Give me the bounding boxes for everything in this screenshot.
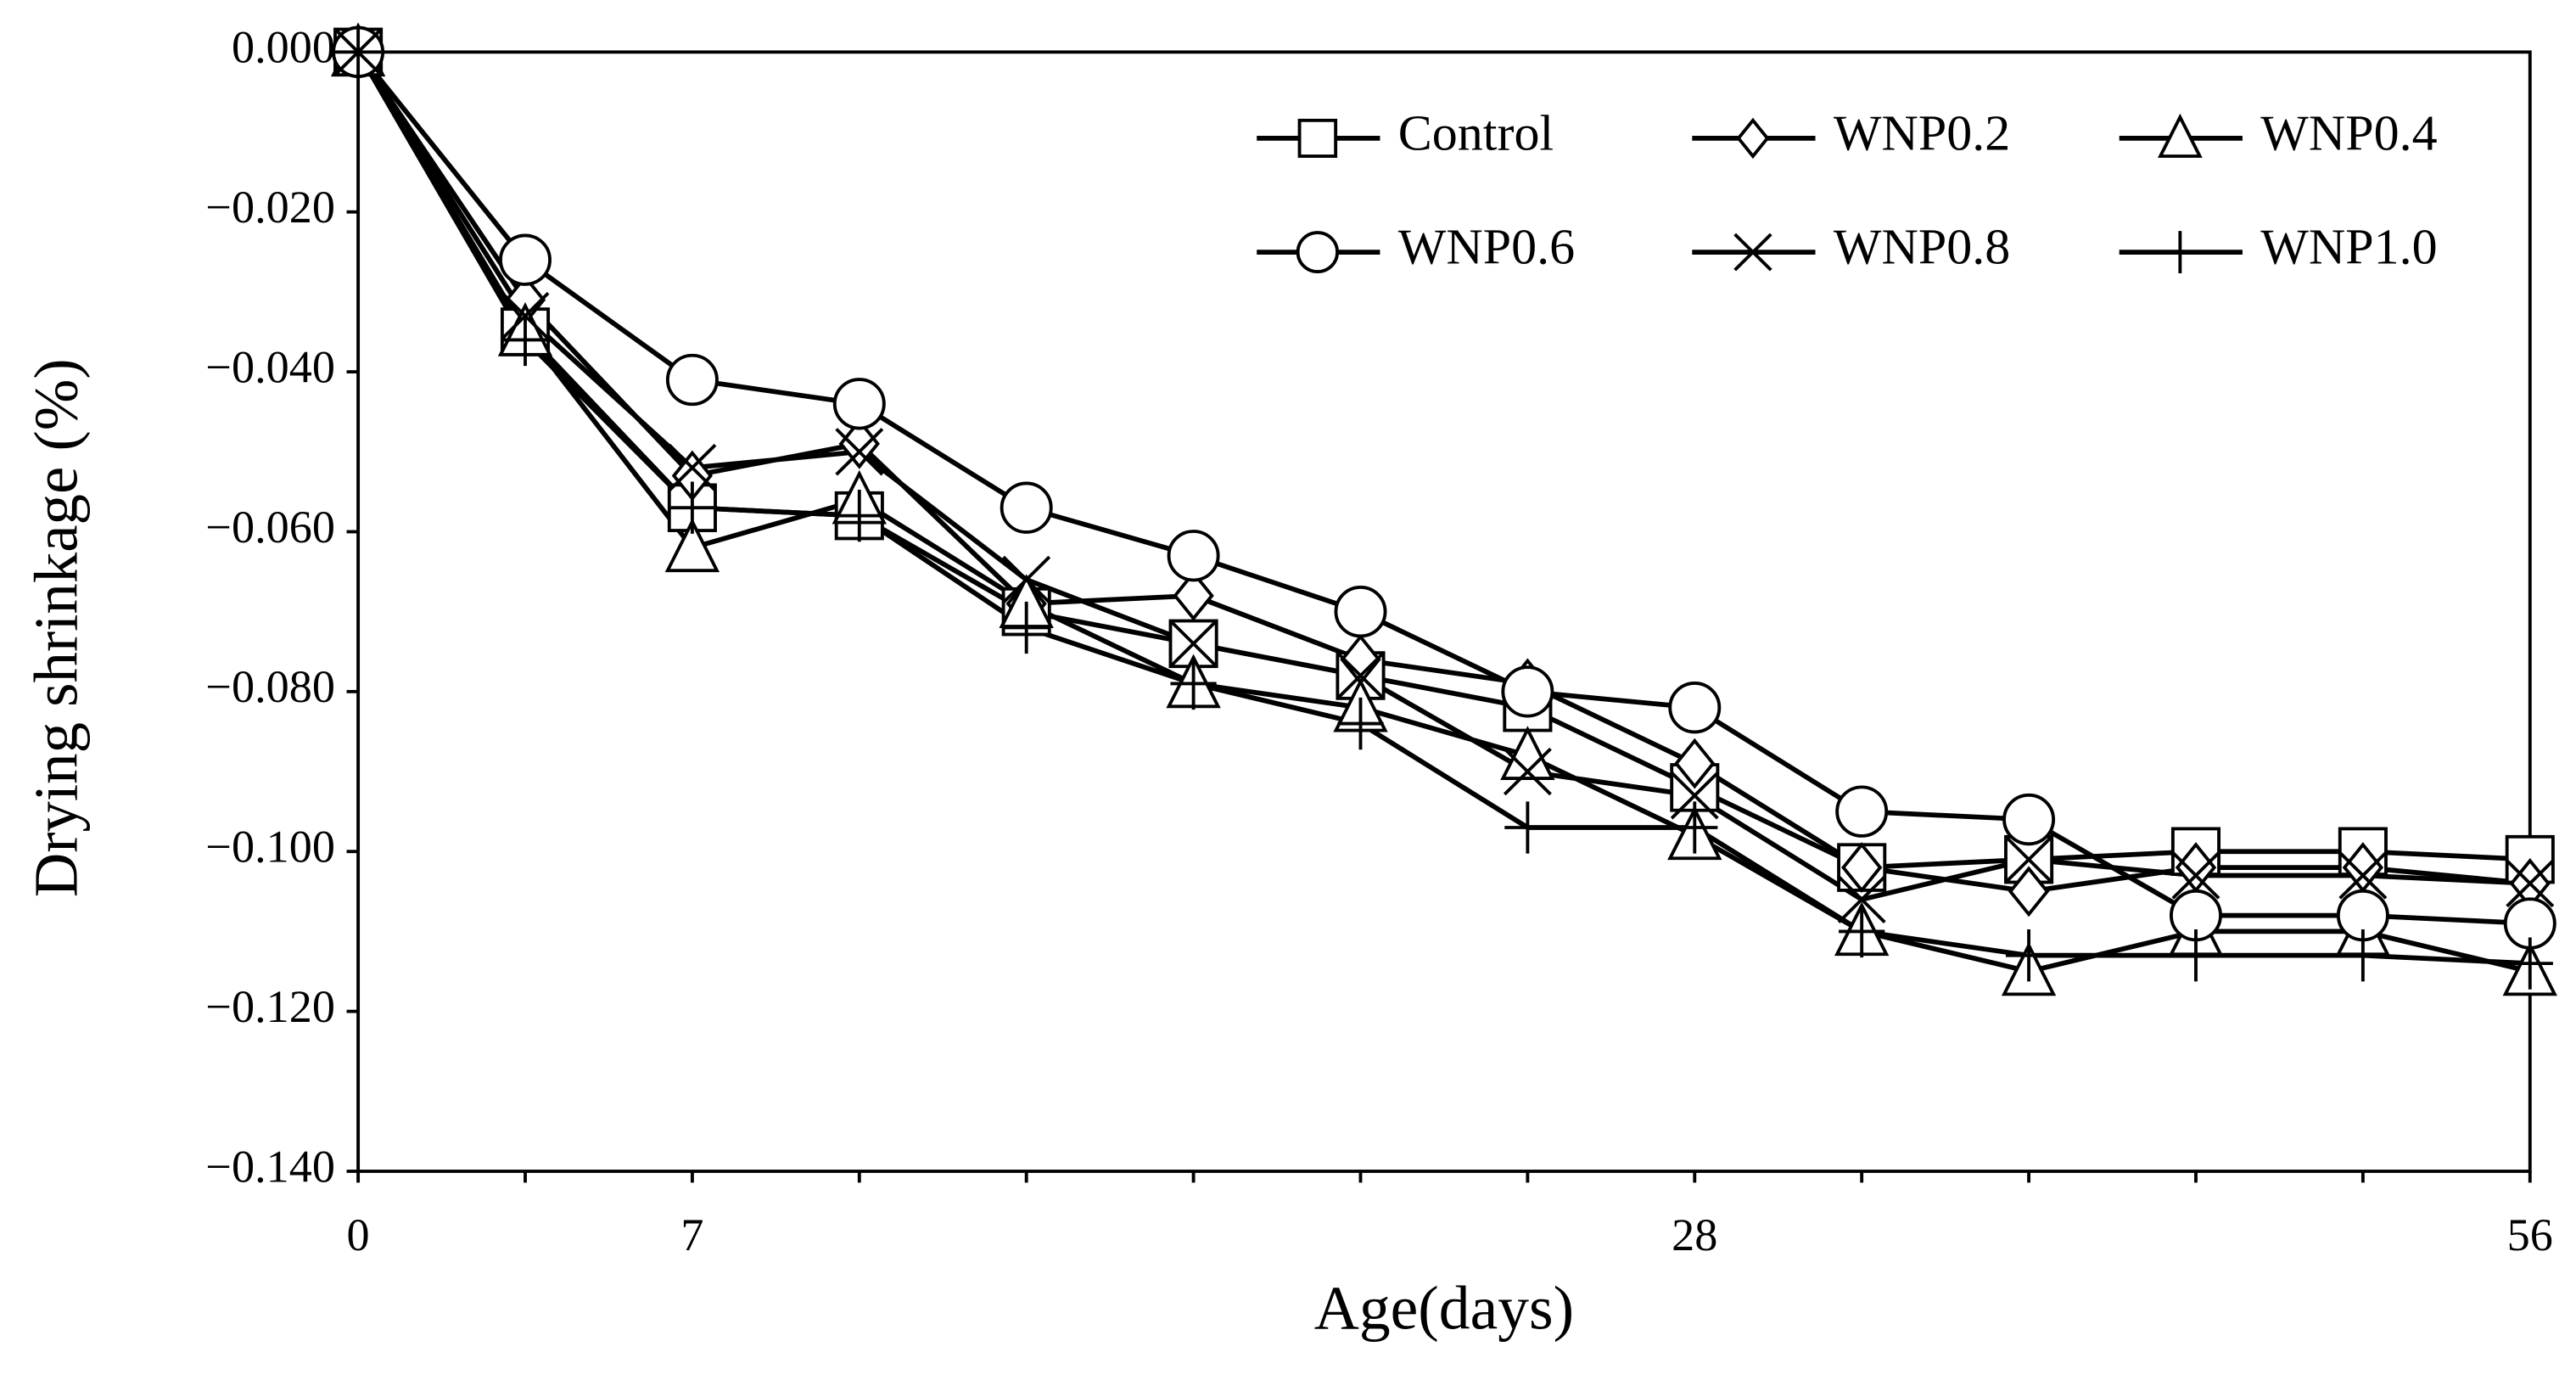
y-tick-label: −0.080 [205,661,335,712]
marker [1336,651,1385,700]
marker [1334,586,1387,638]
marker [2008,866,2050,917]
x-axis-label: Age(days) [1314,1274,1574,1343]
marker [1000,481,1053,534]
x-tick-label: 56 [2507,1209,2553,1260]
marker [835,428,884,476]
series-line [356,50,2530,926]
legend-label: Control [1398,105,1554,161]
marker [501,313,549,367]
marker [1672,801,1718,854]
marker [1500,726,1555,780]
marker [664,518,720,573]
marker [665,353,719,407]
legend-marker [1736,117,1770,160]
marker [2339,929,2386,982]
marker [669,481,716,534]
marker [2002,793,2056,846]
marker [2338,851,2388,900]
legend-marker [2162,231,2198,273]
legend-label: WNP0.8 [1834,219,2010,275]
marker [1841,842,1883,893]
legend-label: WNP1.0 [2260,219,2437,275]
marker [1674,738,1716,789]
marker [1002,555,1051,604]
x-tick-label: 28 [1672,1209,1717,1260]
legend-marker [2158,113,2203,158]
marker [1668,682,1722,734]
y-tick-label: −0.100 [205,822,335,873]
plot-frame [356,50,2532,1173]
marker [1504,801,1551,854]
marker [1839,905,1885,958]
legend-label: WNP0.4 [2260,105,2437,161]
y-tick-label: −0.120 [205,981,335,1032]
x-tick-label: 7 [680,1209,703,1260]
marker [838,418,880,469]
marker [1003,601,1050,654]
legend-label: WNP0.6 [1398,219,1575,275]
y-axis-label: Drying shrinkage (%) [21,358,90,897]
marker [334,25,382,78]
marker [1170,657,1217,710]
series-line [356,50,2531,974]
y-tick-label: 0.000 [232,22,335,73]
marker [2172,929,2220,982]
marker [1501,665,1554,718]
marker [1503,747,1552,796]
legend-marker [1296,231,1340,274]
series-line [356,50,2530,902]
marker [1173,570,1214,621]
marker [1337,697,1384,750]
x-tick-label: 0 [347,1209,370,1260]
marker [2005,929,2052,982]
marker [2506,937,2553,990]
legend-marker [1733,233,1772,272]
marker [832,378,886,430]
marker [1670,772,1719,820]
marker [1169,620,1218,668]
marker [2171,851,2220,900]
y-tick-label: −0.140 [205,1142,335,1192]
y-tick-label: −0.040 [205,342,335,393]
marker [2004,835,2053,884]
marker [836,489,882,542]
y-tick-label: −0.020 [205,182,335,233]
marker [2506,859,2555,908]
marker [1837,875,1886,923]
legend-marker [1297,118,1338,158]
marker [1167,530,1220,582]
series-line [356,50,2530,966]
marker [499,233,552,286]
y-tick-label: −0.060 [205,502,335,553]
marker [668,443,717,492]
marker [1835,785,1889,838]
legend-label: WNP0.2 [1834,105,2010,161]
